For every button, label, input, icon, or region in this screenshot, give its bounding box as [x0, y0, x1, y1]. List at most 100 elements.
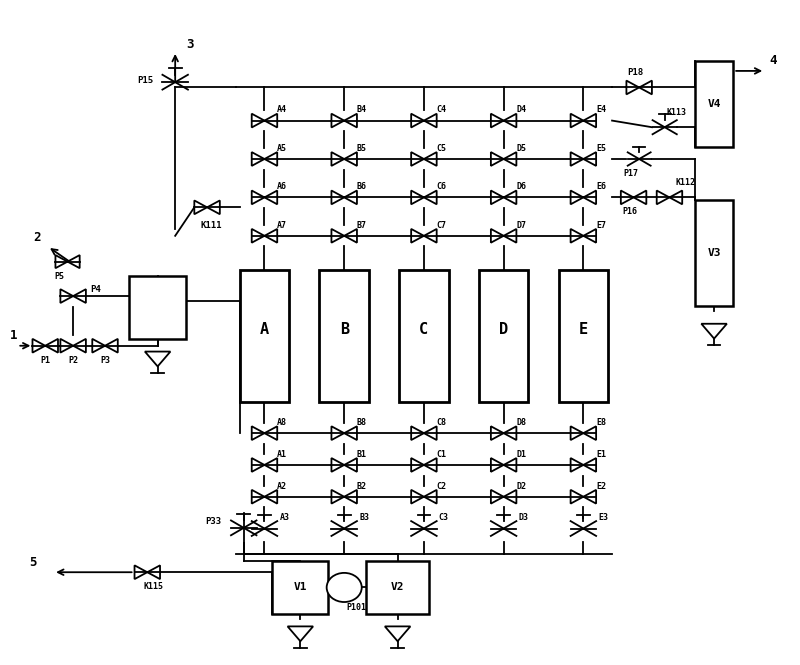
Polygon shape [331, 190, 344, 204]
Polygon shape [504, 114, 516, 128]
Text: A6: A6 [277, 182, 287, 192]
Polygon shape [60, 339, 73, 352]
Polygon shape [570, 190, 583, 204]
Polygon shape [331, 152, 344, 166]
Text: D8: D8 [516, 418, 526, 427]
Text: C2: C2 [437, 481, 446, 491]
Polygon shape [265, 490, 278, 503]
Text: 3: 3 [186, 38, 194, 51]
Bar [129, 276, 186, 339]
Polygon shape [491, 229, 504, 243]
Text: B8: B8 [357, 418, 366, 427]
Polygon shape [411, 114, 424, 128]
Text: E1: E1 [596, 450, 606, 459]
Polygon shape [626, 80, 639, 94]
Bar [399, 269, 449, 402]
Text: B1: B1 [357, 450, 366, 459]
Polygon shape [194, 200, 207, 214]
Text: K112: K112 [675, 178, 695, 188]
Bar [240, 269, 289, 402]
Text: C1: C1 [437, 450, 446, 459]
Polygon shape [60, 289, 73, 303]
Polygon shape [265, 458, 278, 472]
Text: K113: K113 [666, 108, 686, 117]
Text: B3: B3 [359, 513, 369, 523]
Polygon shape [424, 458, 437, 472]
Polygon shape [265, 190, 278, 204]
Bar [695, 200, 734, 306]
Polygon shape [583, 490, 596, 503]
Polygon shape [570, 458, 583, 472]
Polygon shape [583, 190, 596, 204]
Polygon shape [331, 458, 344, 472]
Text: E7: E7 [596, 221, 606, 229]
Circle shape [326, 573, 362, 602]
Bar [366, 561, 430, 614]
Text: E6: E6 [596, 182, 606, 192]
Polygon shape [145, 352, 170, 366]
Polygon shape [583, 458, 596, 472]
Polygon shape [73, 289, 86, 303]
Polygon shape [570, 426, 583, 440]
Text: P17: P17 [624, 169, 638, 178]
Polygon shape [344, 190, 357, 204]
Polygon shape [67, 255, 80, 268]
Polygon shape [657, 190, 670, 204]
Text: B6: B6 [357, 182, 366, 192]
Polygon shape [411, 229, 424, 243]
Text: P101: P101 [346, 602, 366, 612]
Polygon shape [331, 490, 344, 503]
Polygon shape [411, 190, 424, 204]
Text: D6: D6 [516, 182, 526, 192]
Polygon shape [411, 458, 424, 472]
Polygon shape [424, 229, 437, 243]
Text: D7: D7 [516, 221, 526, 229]
Text: D: D [499, 322, 508, 336]
Text: A7: A7 [277, 221, 287, 229]
Text: E2: E2 [596, 481, 606, 491]
Polygon shape [634, 190, 646, 204]
Polygon shape [265, 229, 278, 243]
Polygon shape [252, 458, 265, 472]
Text: P2: P2 [68, 356, 78, 365]
Text: C3: C3 [439, 513, 449, 523]
Polygon shape [287, 626, 313, 641]
Text: P5: P5 [54, 272, 65, 281]
Polygon shape [570, 229, 583, 243]
Polygon shape [147, 565, 160, 579]
Text: P3: P3 [100, 356, 110, 365]
Polygon shape [621, 190, 634, 204]
Text: P33: P33 [206, 517, 222, 526]
Text: B2: B2 [357, 481, 366, 491]
Polygon shape [46, 339, 58, 352]
Polygon shape [570, 114, 583, 128]
Polygon shape [491, 190, 504, 204]
Polygon shape [424, 114, 437, 128]
Text: A4: A4 [277, 106, 287, 114]
Polygon shape [207, 200, 220, 214]
Text: E: E [578, 322, 588, 336]
Polygon shape [504, 190, 516, 204]
Text: A5: A5 [277, 144, 287, 153]
Polygon shape [105, 339, 118, 352]
Text: P16: P16 [622, 207, 637, 217]
Polygon shape [252, 190, 265, 204]
Polygon shape [583, 152, 596, 166]
Bar [695, 61, 734, 147]
Text: C4: C4 [437, 106, 446, 114]
Polygon shape [424, 426, 437, 440]
Polygon shape [504, 426, 516, 440]
Polygon shape [424, 152, 437, 166]
Polygon shape [134, 565, 147, 579]
Polygon shape [570, 490, 583, 503]
Text: D1: D1 [516, 450, 526, 459]
Polygon shape [92, 339, 105, 352]
Text: C5: C5 [437, 144, 446, 153]
Text: C8: C8 [437, 418, 446, 427]
Text: V1: V1 [294, 583, 307, 593]
Polygon shape [344, 114, 357, 128]
Text: K115: K115 [144, 583, 164, 591]
Polygon shape [504, 152, 516, 166]
Polygon shape [33, 339, 46, 352]
Polygon shape [639, 80, 652, 94]
